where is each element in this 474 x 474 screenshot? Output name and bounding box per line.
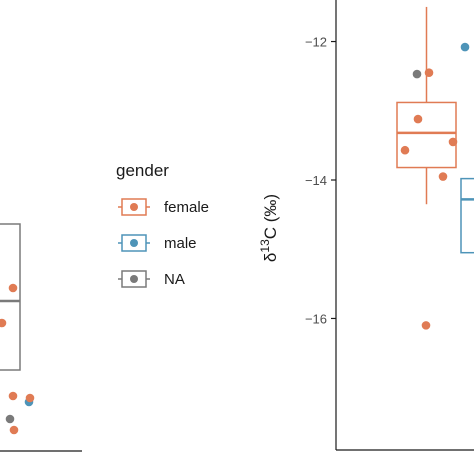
box-female — [396, 6, 457, 205]
point-female — [448, 137, 458, 147]
point-female — [413, 114, 423, 124]
legend-key-point — [130, 275, 138, 283]
point-male — [460, 42, 470, 52]
left-panel — [0, 223, 82, 452]
left-point-female — [8, 391, 18, 401]
box-body — [396, 101, 457, 169]
point-female — [421, 321, 431, 330]
left-box — [0, 223, 21, 371]
point-female — [400, 145, 410, 155]
box-male — [460, 177, 474, 254]
left-point-female — [9, 425, 19, 435]
legend-label-na: NA — [164, 271, 185, 288]
legend-key-point — [130, 203, 138, 211]
left-point-female — [0, 318, 7, 328]
y-axis-title-delta: δ — [261, 253, 280, 262]
legend: gender female male NA — [116, 161, 209, 288]
left-point-NA — [5, 414, 15, 424]
point-female — [424, 68, 434, 77]
legend-key-point — [130, 239, 138, 247]
y-axis-title: δ13C (‰) — [258, 194, 280, 262]
y-axis-title-superscript: 13 — [258, 239, 272, 253]
legend-label-male: male — [164, 235, 197, 252]
legend-item-female: female — [118, 198, 209, 216]
left-point-female — [25, 393, 35, 403]
legend-title: gender — [116, 161, 169, 180]
legend-item-male: male — [118, 234, 197, 252]
point-female — [438, 172, 448, 181]
y-axis-title-rest: C (‰) — [261, 194, 280, 239]
right-panel: −12 −14 −16 δ13C (‰) — [258, 0, 474, 451]
y-tick-label: −16 — [305, 311, 327, 326]
left-point-female — [8, 283, 18, 293]
point-na — [412, 69, 422, 79]
y-tick-label: −12 — [305, 35, 327, 50]
legend-label-female: female — [164, 199, 209, 216]
legend-item-na: NA — [118, 270, 185, 288]
y-tick-label: −14 — [305, 173, 327, 188]
box-body — [460, 177, 474, 254]
